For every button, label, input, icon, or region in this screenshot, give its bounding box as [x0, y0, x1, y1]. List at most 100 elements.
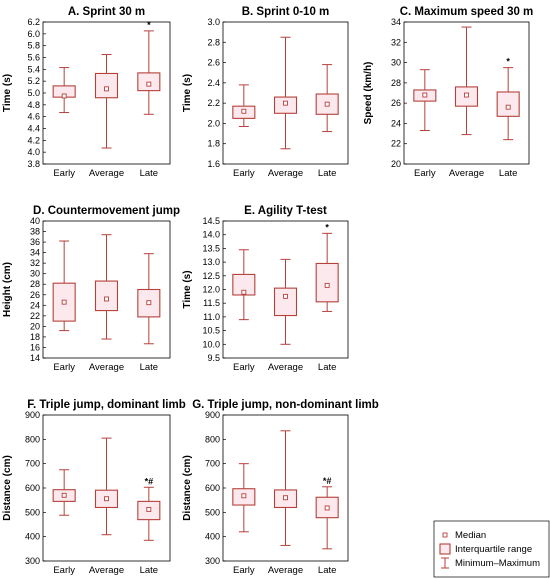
- y-tick-label: 300: [205, 556, 220, 566]
- box-early: Early: [52, 469, 76, 576]
- legend: Median Interquartile range Minimum–Maximum: [433, 520, 550, 578]
- y-axis-label: Time (s): [182, 270, 193, 308]
- y-tick-label: 30: [30, 269, 40, 279]
- y-tick-label: 5.6: [27, 53, 40, 63]
- box-late: Late *: [315, 222, 339, 373]
- chart-panel-1: A. Sprint 30 m 3.8 4.0 4.24.4 4.6 4.8 5.0 5.2 5.…: [2, 6, 171, 179]
- y-tick-label: 5.2: [27, 76, 40, 86]
- legend-label: Median: [455, 530, 486, 541]
- legend-label: Minimum–Maximum: [455, 558, 540, 569]
- y-tick-label: 16: [30, 342, 40, 352]
- x-category-label: Late: [318, 565, 337, 576]
- box-average: Average: [89, 234, 124, 373]
- box-average: Average: [449, 26, 484, 179]
- x-category-label: Average: [268, 362, 303, 373]
- plot-frame: [222, 21, 349, 165]
- panel-title: C. Maximum speed 30 m: [400, 6, 534, 18]
- legend-frame: [433, 520, 550, 578]
- box-early: Early: [52, 240, 76, 373]
- y-tick-label: 32: [30, 258, 40, 268]
- y-tick-label: 4.2: [27, 135, 40, 145]
- y-tick-label: 600: [205, 483, 220, 493]
- y-axis-label: Time (s): [2, 74, 13, 112]
- y-tick-label: 32: [391, 37, 401, 47]
- y-tick-label: 28: [30, 279, 40, 289]
- y-tick-label: 500: [25, 507, 40, 517]
- y-tick-label: 26: [391, 98, 401, 108]
- y-tick-label: 13.5: [202, 243, 220, 253]
- x-category-label: Average: [89, 168, 124, 179]
- panel-title: D. Countermovement jump: [33, 205, 180, 217]
- x-category-label: Average: [449, 168, 484, 179]
- y-tick-label: 2.2: [207, 98, 220, 108]
- legend-item-median: Median: [442, 530, 486, 541]
- iqr-box: [94, 280, 119, 312]
- y-tick-label: 5.8: [27, 41, 40, 51]
- median-marker: [324, 505, 330, 511]
- y-tick-label: 900: [205, 410, 220, 420]
- median-marker: [61, 299, 67, 305]
- chart-panel-5: E. Agility T-test 9.5 10.0 10.5 11.0 11.5 12.0…: [182, 205, 349, 373]
- panel-title: G. Triple jump, non-dominant limb: [192, 399, 379, 411]
- x-category-label: Early: [53, 362, 75, 373]
- median-marker: [324, 101, 330, 107]
- significance-marker: *#: [145, 476, 154, 486]
- y-tick-label: 10.0: [202, 339, 220, 349]
- y-tick-label: 700: [205, 459, 220, 469]
- y-tick-label: 900: [25, 410, 40, 420]
- y-tick-label: 2.8: [207, 37, 220, 47]
- median-marker: [241, 493, 247, 499]
- median-marker: [104, 496, 109, 502]
- y-tick-label: 2.4: [207, 78, 220, 88]
- y-tick-label: 6.0: [27, 29, 40, 39]
- y-tick-label: 34: [391, 17, 401, 27]
- chart-panel-7: G. Triple jump, non-dominant limb 300 400 5…: [182, 399, 379, 576]
- median-marker: [464, 92, 469, 98]
- y-tick-label: 38: [30, 227, 40, 237]
- y-tick-label: 400: [25, 532, 40, 542]
- box-average: Average: [268, 36, 303, 179]
- iqr-box: [315, 262, 339, 303]
- x-category-label: Late: [140, 168, 159, 179]
- y-tick-label: 4.4: [27, 124, 40, 134]
- median-marker: [505, 104, 511, 110]
- x-category-label: Late: [140, 565, 159, 576]
- y-tick-label: 13.0: [202, 257, 220, 267]
- median-marker: [283, 495, 288, 501]
- median-marker: [61, 492, 67, 498]
- panel-title: A. Sprint 30 m: [68, 6, 145, 18]
- median-marker: [283, 293, 288, 299]
- y-tick-label: 36: [30, 237, 40, 247]
- y-tick-label: 3.0: [207, 17, 220, 27]
- median-marker: [283, 100, 288, 106]
- median-marker: [422, 92, 428, 98]
- y-tick-label: 20: [30, 321, 40, 331]
- legend-item-minmax: Minimum–Maximum: [441, 557, 540, 569]
- y-tick-label: 9.5: [207, 353, 220, 363]
- x-category-label: Late: [318, 168, 337, 179]
- chart-panel-4: D. Countermovement jump14161820222426283…: [2, 205, 180, 373]
- box-late: Late *: [137, 20, 161, 179]
- plot-frame: [403, 21, 530, 165]
- iqr-box: [273, 287, 298, 317]
- y-tick-label: 2.6: [207, 58, 220, 68]
- y-tick-label: 5.4: [27, 64, 40, 74]
- y-tick-label: 1.6: [207, 159, 220, 169]
- median-marker: [324, 282, 330, 288]
- y-axis-label: Speed (km/h): [363, 62, 374, 125]
- y-tick-label: 400: [205, 532, 220, 542]
- y-tick-label: 28: [391, 78, 401, 88]
- y-tick-label: 500: [205, 507, 220, 517]
- panel-title: E. Agility T-test: [244, 205, 327, 217]
- median-marker: [104, 86, 109, 92]
- median-marker: [146, 81, 152, 87]
- x-category-label: Average: [268, 168, 303, 179]
- chart-panel-3: C. Maximum speed 30 m 20 22 24 26 28 30 32 34 Spe…: [363, 6, 533, 179]
- y-tick-label: 12.5: [202, 271, 220, 281]
- x-category-label: Average: [268, 565, 303, 576]
- box-early: Early: [52, 67, 76, 179]
- y-tick-label: 4.6: [27, 112, 40, 122]
- chart-panel-6: F. Triple jump, dominant limb 300 400 500 60…: [2, 399, 186, 576]
- y-tick-label: 11.5: [203, 298, 220, 308]
- plot-frame: [42, 220, 171, 359]
